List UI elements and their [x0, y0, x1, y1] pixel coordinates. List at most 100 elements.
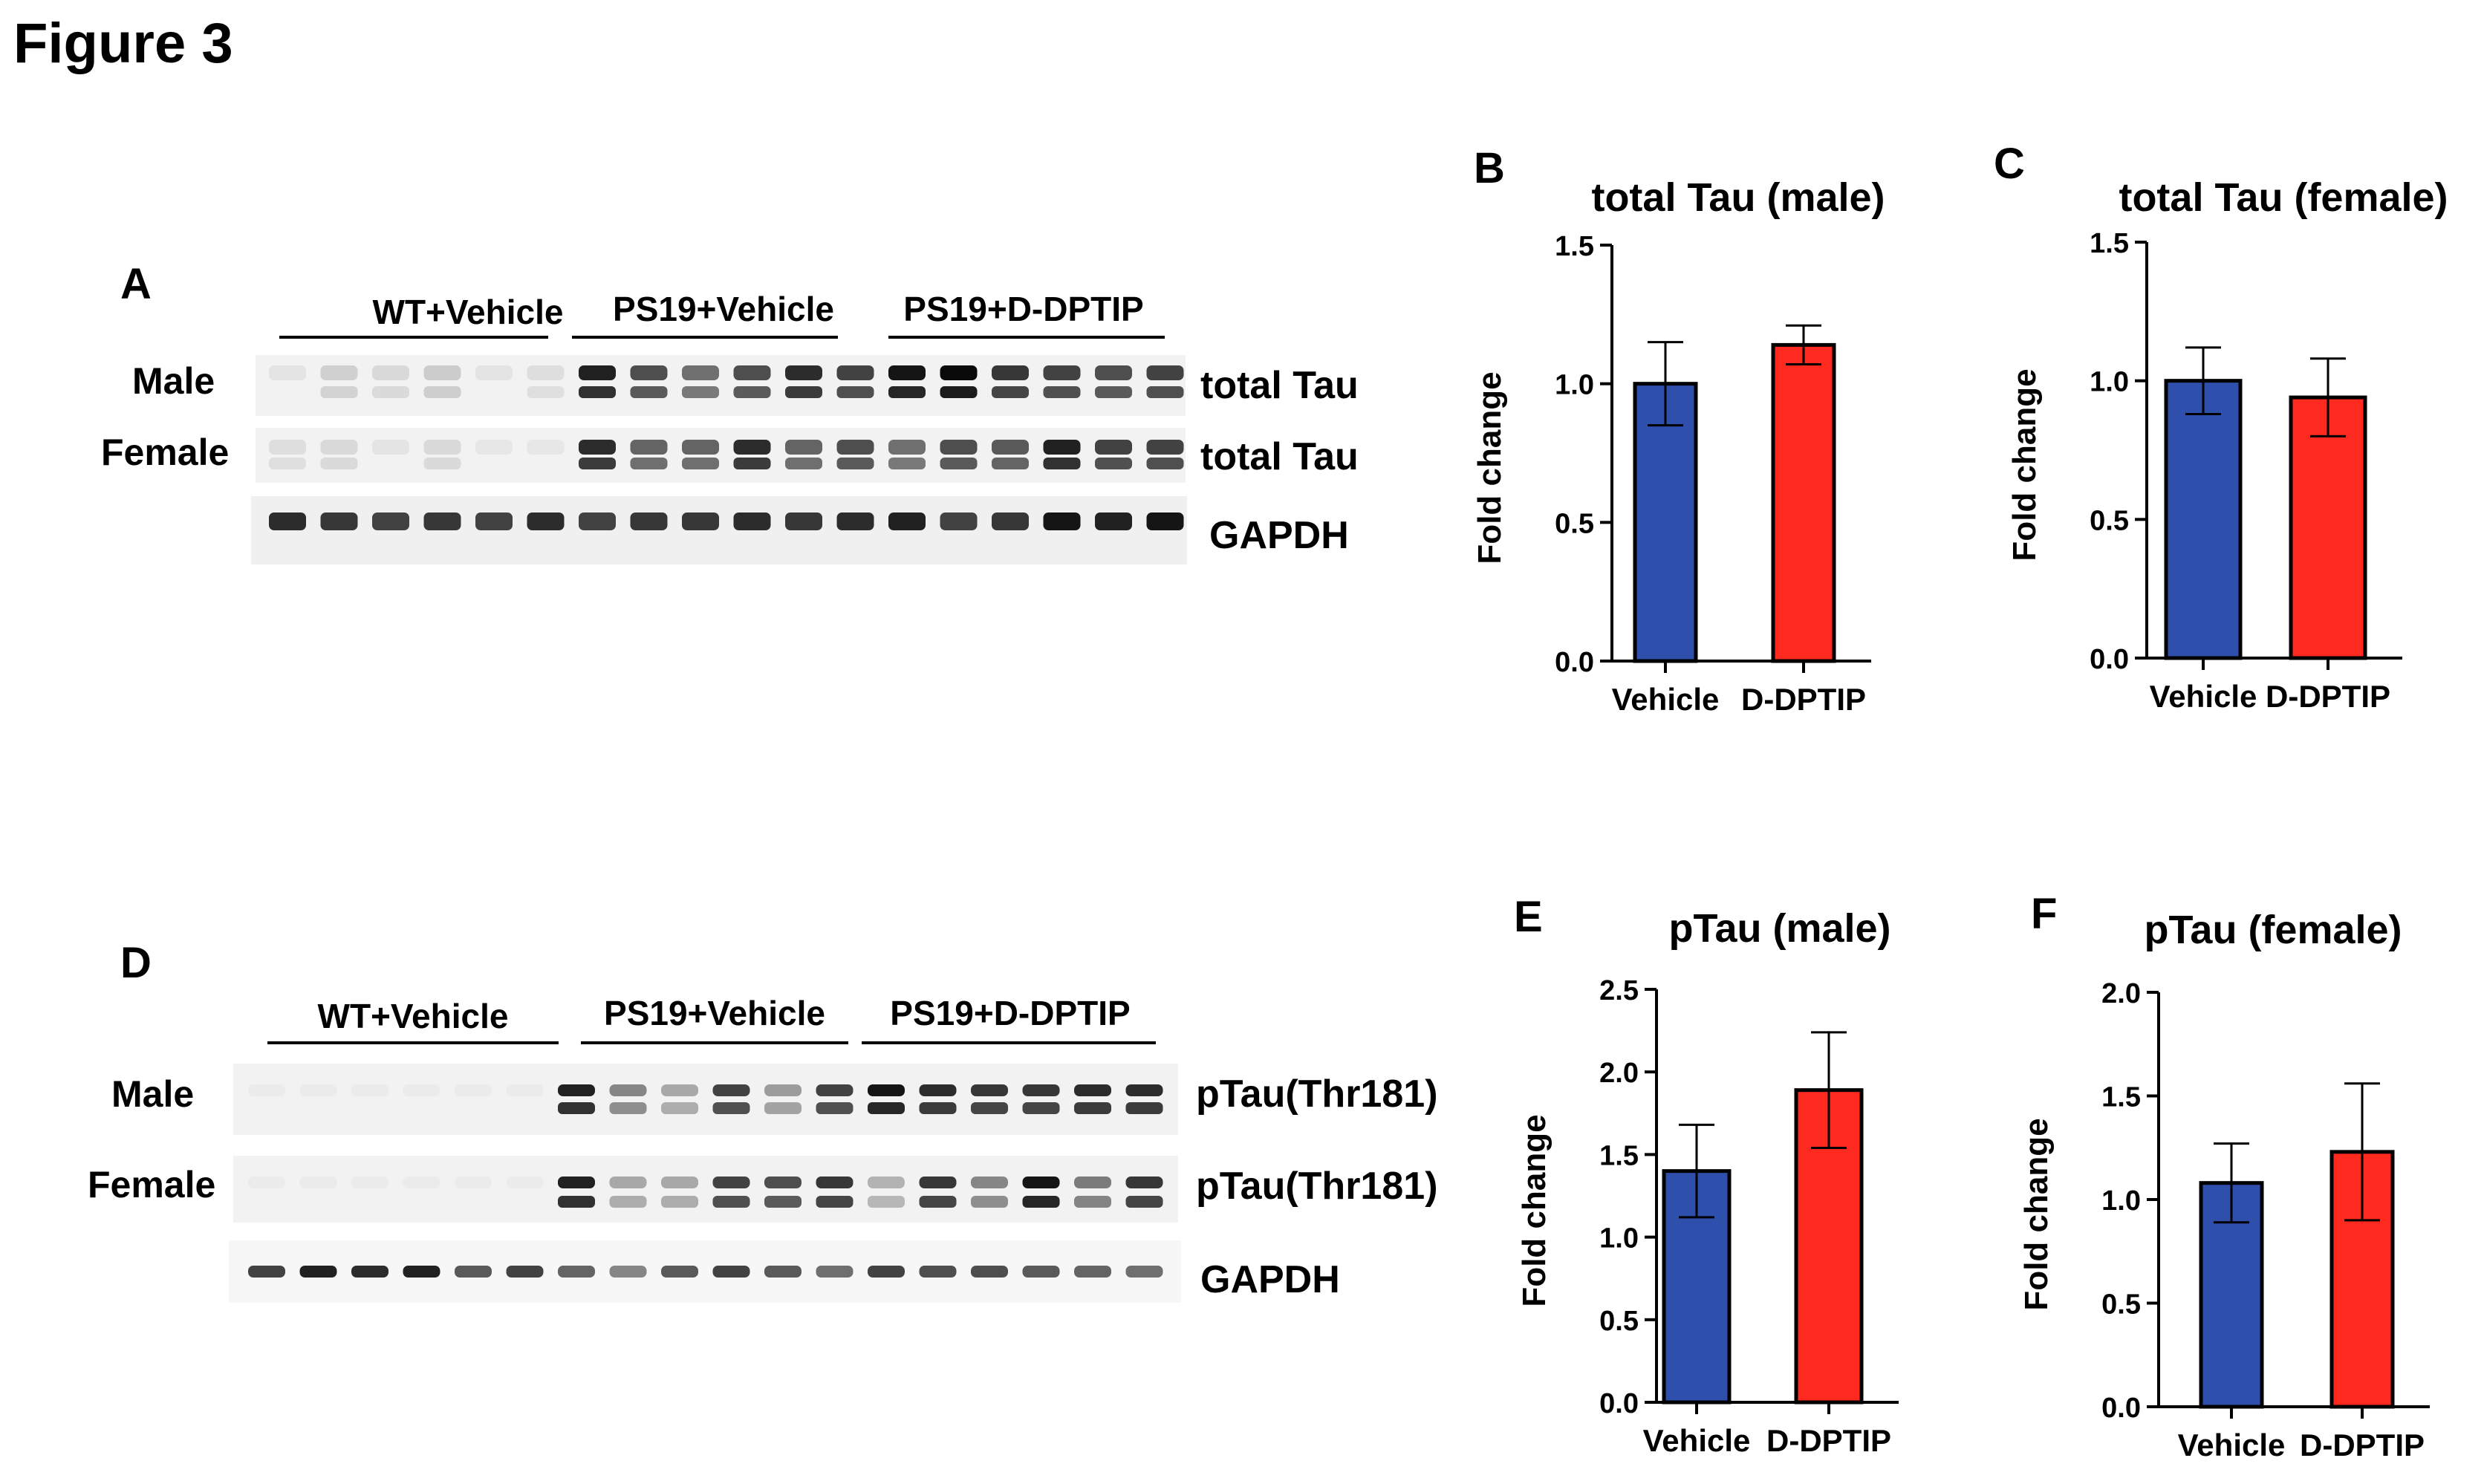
chart-f-x-tick-label: D-DPTIP: [2300, 1428, 2425, 1462]
blot-a-band: [785, 512, 822, 530]
blot-a-band: [888, 458, 926, 469]
chart-e-y-tick-label: 0.0: [1599, 1388, 1639, 1419]
blot-a-band: [992, 386, 1029, 398]
chart-f: F pTau (female) 0.0 0.5 1.0 1.5 2.0 Fold chan…: [2018, 890, 2430, 1462]
blot-a-band: [579, 365, 616, 380]
blot-a-band: [630, 440, 668, 455]
blot-d-band-label-1: pTau(Thr181): [1196, 1073, 1438, 1116]
blot-a-band: [475, 365, 513, 380]
panel-letter-a: A: [120, 260, 152, 308]
chart-e-y-tick-label: 1.0: [1599, 1223, 1639, 1254]
blot-a-band: [475, 440, 513, 455]
blot-d-band: [1022, 1084, 1060, 1096]
chart-b-x-tick-label: Vehicle: [1612, 682, 1720, 717]
blot-d-band: [609, 1196, 647, 1208]
blot-d-band: [712, 1196, 750, 1208]
blot-a-band: [888, 386, 926, 398]
blot-d-band: [971, 1102, 1008, 1114]
blot-a-band: [579, 440, 616, 455]
chart-f-title: pTau (female): [2144, 908, 2402, 952]
blot-a-group-3: PS19+D-DPTIP: [903, 290, 1143, 328]
blot-d-band: [868, 1177, 905, 1188]
blot-d-band: [506, 1177, 544, 1188]
blot-d-band: [248, 1177, 285, 1188]
blot-a-band: [372, 440, 409, 455]
blot-d-band: [299, 1177, 337, 1188]
blot-a-band: [372, 386, 409, 398]
blot-a-band: [992, 512, 1029, 530]
blot-d-band: [558, 1102, 595, 1114]
blot-d-band: [455, 1177, 492, 1188]
blot-d-band: [816, 1266, 854, 1278]
blot-d-band: [248, 1266, 285, 1278]
blot-d-band: [816, 1084, 854, 1096]
blot-a-strip-3: [251, 496, 1187, 564]
blot-a-band-label-3: GAPDH: [1209, 514, 1349, 557]
blot-d-row-label-male: Male: [111, 1073, 194, 1115]
blot-a-band: [733, 512, 771, 530]
blot-d-band: [661, 1102, 698, 1114]
blot-d-band: [1074, 1102, 1111, 1114]
blot-d-band: [248, 1084, 285, 1096]
blot-d-band: [919, 1177, 957, 1188]
chart-e-y-tick-label: 2.5: [1599, 975, 1639, 1006]
blot-a-band: [527, 512, 565, 530]
blot-d-band: [816, 1102, 854, 1114]
blot-d-band: [764, 1102, 802, 1114]
blot-d-band: [455, 1084, 492, 1096]
blot-d-band: [816, 1177, 854, 1188]
chart-e-x-tick-label: Vehicle: [1643, 1423, 1751, 1458]
chart-c-y-tick-label: 1.5: [2090, 228, 2129, 259]
blot-d-band: [403, 1266, 440, 1278]
panel-letter-f: F: [2031, 890, 2057, 938]
blot-a-band: [940, 386, 978, 398]
blot-d-band: [403, 1177, 440, 1188]
chart-e: E pTau (male) 0.0 0.5 1.0 1.5 2.0 2.5 Fold cha…: [1514, 893, 1899, 1458]
blot-a-band: [682, 365, 719, 380]
blot-d-band: [455, 1266, 492, 1278]
chart-c: C total Tau (female) 0.0 0.5 1.0 1.5 Fold ch…: [1994, 140, 2448, 714]
blot-d-band: [351, 1266, 388, 1278]
chart-f-y-tick-label: 0.5: [2101, 1289, 2141, 1321]
blot-d-band: [558, 1266, 595, 1278]
blot-a-band: [269, 458, 306, 469]
panel-letter-d: D: [120, 939, 152, 987]
blot-a-band: [888, 365, 926, 380]
blot-d-band: [919, 1266, 957, 1278]
blot-a-band: [269, 512, 306, 530]
chart-e-x-tick-label: D-DPTIP: [1766, 1423, 1891, 1458]
blot-d-band: [919, 1196, 957, 1208]
blot-d-strip-2: [233, 1156, 1178, 1223]
blot-d-band: [558, 1177, 595, 1188]
blot-a-band: [1095, 440, 1132, 455]
blot-d-band: [1125, 1266, 1163, 1278]
blot-a-band: [1146, 386, 1184, 398]
blot-d-band: [764, 1177, 802, 1188]
blot-d-band: [1074, 1266, 1111, 1278]
blot-d-band: [1022, 1196, 1060, 1208]
blot-a-band-label-2: total Tau: [1200, 435, 1359, 478]
blot-a-band: [269, 440, 306, 455]
blot-d-group-2: PS19+Vehicle: [604, 994, 825, 1032]
blot-a-band: [1043, 512, 1081, 530]
chart-b: B total Tau (male) 0.0 0.5 1.0 1.5 Fold chan…: [1472, 144, 1885, 717]
blot-d-band: [609, 1102, 647, 1114]
blot-a-band: [423, 458, 461, 469]
blot-d-band: [609, 1084, 647, 1096]
chart-f-y-tick-label: 0.0: [2101, 1393, 2141, 1424]
blot-d-group-1: WT+Vehicle: [318, 997, 509, 1035]
chart-c-y-axis-label: Fold change: [2006, 368, 2043, 561]
blot-d-band: [919, 1102, 957, 1114]
blot-a-band: [579, 386, 616, 398]
blot-a-band: [940, 440, 978, 455]
chart-b-y-tick-label: 0.5: [1555, 508, 1594, 539]
blot-d-band: [764, 1084, 802, 1096]
blot-a-band: [527, 386, 565, 398]
chart-c-x-tick-label: Vehicle: [2150, 679, 2257, 714]
blot-a-band: [682, 386, 719, 398]
blot-d-band: [1022, 1102, 1060, 1114]
blot-a-band: [630, 512, 668, 530]
blot-d-band: [299, 1266, 337, 1278]
blot-a-band: [423, 440, 461, 455]
